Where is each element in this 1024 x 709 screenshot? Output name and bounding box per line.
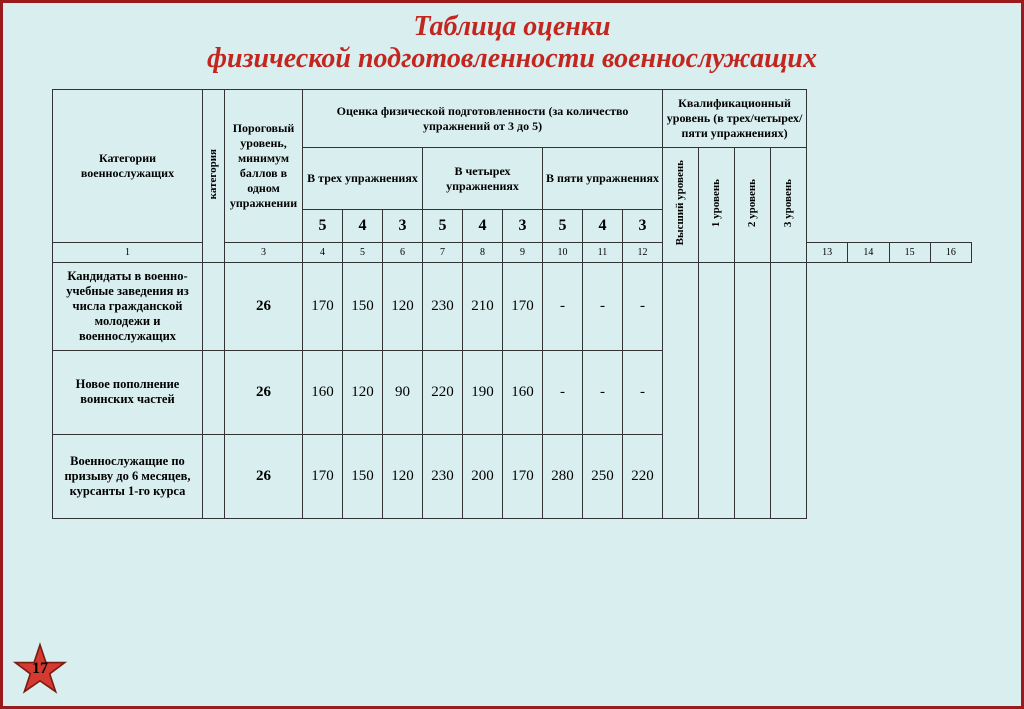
cell: 120 (343, 350, 383, 434)
cell: 170 (303, 434, 343, 518)
cell: 150 (343, 262, 383, 350)
header-row-colnums: 1 3 4 5 6 7 8 9 10 11 12 13 14 15 16 (53, 242, 972, 262)
page: Таблица оценки физической подготовленнос… (0, 0, 1024, 709)
row-label: Кандидаты в военно-учебные заведения из … (53, 262, 203, 350)
cell: 120 (383, 434, 423, 518)
cell: 120 (383, 262, 423, 350)
hdr-qual-3: 3 уровень (771, 148, 807, 262)
row-threshold: 26 (225, 262, 303, 350)
cell: 160 (303, 350, 343, 434)
assessment-table: Категории военнослужащих категория Порог… (52, 89, 972, 518)
hdr-assessment-group: Оценка физической подготовленности (за к… (303, 90, 663, 148)
grade-4a: 4 (343, 209, 383, 242)
cell: 250 (583, 434, 623, 518)
hdr-kategoria: категория (203, 90, 225, 262)
coln-14: 14 (848, 242, 889, 262)
cell: 220 (423, 350, 463, 434)
coln-16: 16 (930, 242, 971, 262)
hdr-in4: В четырех упражнениях (423, 148, 543, 209)
row-kat (203, 262, 225, 350)
qual-cell (771, 262, 807, 518)
table-row: Военнослужащие по призыву до 6 месяцев, … (53, 434, 972, 518)
grade-3b: 3 (503, 209, 543, 242)
coln-5: 5 (343, 242, 383, 262)
cell: - (583, 262, 623, 350)
cell: 200 (463, 434, 503, 518)
cell: 170 (503, 262, 543, 350)
coln-12: 12 (623, 242, 663, 262)
cell: 170 (303, 262, 343, 350)
cell: 150 (343, 434, 383, 518)
coln-6: 6 (383, 242, 423, 262)
coln-9: 9 (503, 242, 543, 262)
hdr-qual-group: Квалификационный уровень (в трех/четырех… (663, 90, 807, 148)
title-line-2: физической подготовленности военнослужащ… (207, 43, 817, 74)
qual-cell (663, 262, 699, 518)
grade-3c: 3 (623, 209, 663, 242)
row-threshold: 26 (225, 434, 303, 518)
title-line-1: Таблица оценки (413, 11, 610, 42)
hdr-category: Категории военнослужащих (53, 90, 203, 242)
coln-1: 1 (53, 242, 203, 262)
grade-5a: 5 (303, 209, 343, 242)
cell: - (543, 262, 583, 350)
grade-3a: 3 (383, 209, 423, 242)
table-row: Кандидаты в военно-учебные заведения из … (53, 262, 972, 350)
grade-5c: 5 (543, 209, 583, 242)
page-number: 17 (13, 642, 67, 696)
cell: 230 (423, 434, 463, 518)
cell: 90 (383, 350, 423, 434)
header-row-1: Категории военнослужащих категория Порог… (53, 90, 972, 148)
cell: - (583, 350, 623, 434)
grade-4c: 4 (583, 209, 623, 242)
coln-11: 11 (583, 242, 623, 262)
grade-4b: 4 (463, 209, 503, 242)
hdr-qual-high: Высший уровень (663, 148, 699, 262)
cell: 160 (503, 350, 543, 434)
page-title: Таблица оценки физической подготовленнос… (3, 11, 1021, 75)
hdr-threshold: Пороговый уровень, минимум баллов в одно… (225, 90, 303, 242)
row-kat (203, 350, 225, 434)
row-kat (203, 434, 225, 518)
cell: 170 (503, 434, 543, 518)
coln-4: 4 (303, 242, 343, 262)
cell: - (543, 350, 583, 434)
cell: - (623, 262, 663, 350)
cell: - (623, 350, 663, 434)
hdr-qual-1: 1 уровень (699, 148, 735, 262)
coln-3: 3 (225, 242, 303, 262)
row-threshold: 26 (225, 350, 303, 434)
qual-cell (699, 262, 735, 518)
row-label: Военнослужащие по призыву до 6 месяцев, … (53, 434, 203, 518)
hdr-in5: В пяти упражнениях (543, 148, 663, 209)
cell: 230 (423, 262, 463, 350)
coln-10: 10 (543, 242, 583, 262)
hdr-qual-2: 2 уровень (735, 148, 771, 262)
hdr-in3: В трех упражнениях (303, 148, 423, 209)
table-wrap: Категории военнослужащих категория Порог… (52, 89, 972, 518)
page-number-star: 17 (13, 642, 67, 696)
cell: 190 (463, 350, 503, 434)
cell: 280 (543, 434, 583, 518)
cell: 220 (623, 434, 663, 518)
row-label: Новое пополнение воинских частей (53, 350, 203, 434)
grade-5b: 5 (423, 209, 463, 242)
table-row: Новое пополнение воинских частей 26 160 … (53, 350, 972, 434)
coln-13: 13 (807, 242, 848, 262)
coln-7: 7 (423, 242, 463, 262)
qual-cell (735, 262, 771, 518)
coln-8: 8 (463, 242, 503, 262)
coln-15: 15 (889, 242, 930, 262)
cell: 210 (463, 262, 503, 350)
